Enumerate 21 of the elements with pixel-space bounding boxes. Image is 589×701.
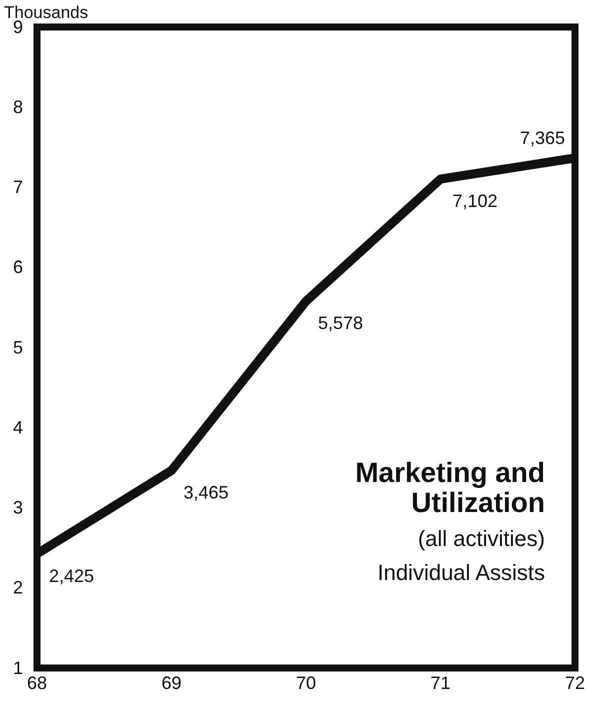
annotation: 7,102 — [452, 191, 498, 212]
x-tick-label: 71 — [430, 672, 451, 693]
y-tick-label: 6 — [12, 257, 23, 278]
y-tick-label: 8 — [12, 96, 23, 117]
text: Marketing and Utilization — [355, 457, 545, 518]
annotation: 3,465 — [184, 482, 229, 502]
x-tick-label: 72 — [564, 672, 586, 693]
y-tick-label: 7 — [12, 177, 23, 198]
y-tick-label: 3 — [12, 498, 23, 518]
x-tick-label: 70 — [296, 672, 316, 693]
annotation: 5,578 — [318, 313, 364, 334]
annotation: 2,425 — [49, 566, 94, 586]
annotation: 7,365 — [520, 128, 565, 148]
y-tick-label: 5 — [12, 337, 23, 358]
x-tick-label: 68 — [26, 672, 48, 693]
y-tick-label: 4 — [12, 417, 23, 438]
y-tick-label: 1 — [12, 658, 23, 678]
x-tick-label: 69 — [161, 672, 182, 693]
text: (all activities) — [418, 526, 545, 552]
annotation: Individual Assists — [377, 560, 545, 586]
y-tick-label: 2 — [12, 578, 23, 598]
